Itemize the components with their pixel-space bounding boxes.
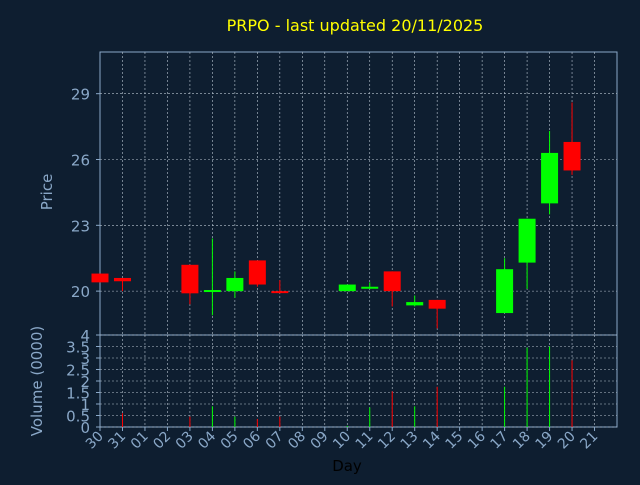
candle-body — [271, 291, 289, 294]
x-tick-label: 06 — [240, 428, 264, 452]
x-tick-label: 01 — [128, 429, 152, 453]
x-axis-ticks: 3031010203040506070809101112131415161718… — [83, 427, 601, 452]
x-tick-label: 31 — [105, 429, 129, 453]
candle-body — [361, 286, 379, 289]
price-panel: 20 23 26 29 — [71, 51, 618, 336]
volume-y-tick-label: 0 — [80, 419, 90, 437]
x-tick-label: 16 — [465, 428, 489, 452]
x-tick-label: 04 — [195, 428, 219, 452]
volume-axis-label: Volume (0000) — [28, 326, 46, 436]
candle-body — [91, 273, 109, 283]
x-tick-label: 21 — [577, 429, 601, 453]
candle-body — [406, 302, 424, 306]
price-y-tick-label: 26 — [71, 151, 90, 169]
candle-body — [113, 277, 131, 282]
price-y-tick-label: 20 — [71, 283, 90, 301]
price-plot-frame — [99, 51, 618, 336]
candle-body — [203, 290, 221, 293]
candle-body — [541, 152, 559, 204]
volume-y-tick-label: 3 — [80, 350, 90, 368]
x-tick-label: 02 — [150, 429, 174, 453]
x-tick-label: 05 — [218, 429, 242, 453]
x-tick-label: 17 — [488, 429, 512, 453]
candle-body — [563, 141, 581, 171]
volume-y-tick-label: 3.5 — [66, 339, 90, 357]
x-tick-label: 07 — [263, 429, 287, 453]
candle-body — [248, 260, 266, 285]
x-tick-label: 12 — [375, 429, 399, 453]
volume-y-tick-label: 4 — [80, 327, 90, 345]
candle-body — [226, 277, 244, 292]
candle-body — [428, 299, 446, 309]
x-tick-label: 20 — [555, 429, 579, 453]
price-y-tick-label: 23 — [71, 217, 90, 235]
x-tick-label: 11 — [353, 429, 377, 453]
candle-body — [338, 284, 356, 292]
x-tick-label: 08 — [285, 429, 309, 453]
volume-y-tick-label: 1 — [80, 396, 90, 414]
x-tick-label: 19 — [532, 429, 556, 453]
x-tick-label: 10 — [330, 429, 354, 453]
x-tick-label: 18 — [510, 429, 534, 453]
x-axis-label: Day — [332, 457, 362, 475]
x-tick-label: 03 — [173, 429, 197, 453]
x-tick-label: 13 — [398, 429, 422, 453]
volume-y-tick-label: 2.5 — [66, 362, 90, 380]
x-tick-label: 09 — [308, 429, 332, 453]
price-axis-label: Price — [38, 174, 56, 211]
volume-panel: 00.511.522.533.54 — [66, 327, 618, 437]
candle-body — [181, 264, 199, 294]
candle-body — [518, 218, 536, 263]
x-tick-label: 15 — [443, 429, 467, 453]
x-tick-label: 14 — [420, 428, 444, 452]
chart-title: PRPO - last updated 20/11/2025 — [227, 16, 484, 35]
volume-y-tick-label: 0.5 — [66, 408, 90, 426]
candle-body — [496, 269, 514, 314]
candle-body — [383, 271, 401, 292]
volume-y-tick-label: 2 — [80, 373, 90, 391]
volume-y-tick-label: 1.5 — [66, 385, 90, 403]
price-y-tick-label: 29 — [71, 86, 90, 104]
